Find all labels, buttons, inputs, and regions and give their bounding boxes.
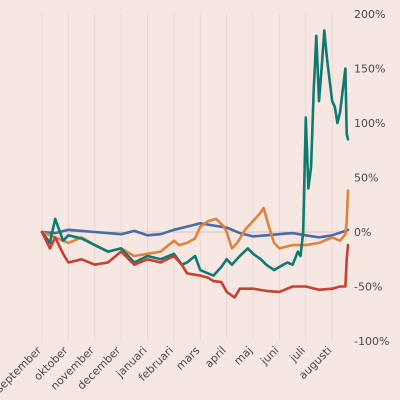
y-tick-label: 50%	[354, 172, 378, 185]
y-axis-ticks: 200% 150% 100% 50% 0% -50% -100%	[354, 8, 389, 348]
series-line-3	[40, 29, 350, 277]
y-tick-label: -50%	[354, 281, 382, 294]
x-tick-label: april	[202, 344, 228, 370]
y-tick-label: 0%	[354, 226, 371, 239]
series-line-1	[40, 222, 350, 239]
y-tick-label: 200%	[354, 8, 385, 21]
x-tick-label: juni	[257, 344, 281, 368]
grid	[41, 14, 348, 341]
y-tick-label: 150%	[354, 63, 385, 76]
series-line-4	[40, 230, 350, 299]
y-tick-label: 100%	[354, 117, 385, 130]
x-tick-label: mars	[174, 344, 203, 373]
x-tick-label: maj	[231, 344, 255, 368]
series-lines	[40, 29, 350, 299]
y-tick-label: -100%	[354, 335, 389, 348]
x-axis-ticks: septemberoktobernovemberdecemberjanuarif…	[0, 344, 334, 396]
x-tick-label: juli	[287, 344, 308, 365]
